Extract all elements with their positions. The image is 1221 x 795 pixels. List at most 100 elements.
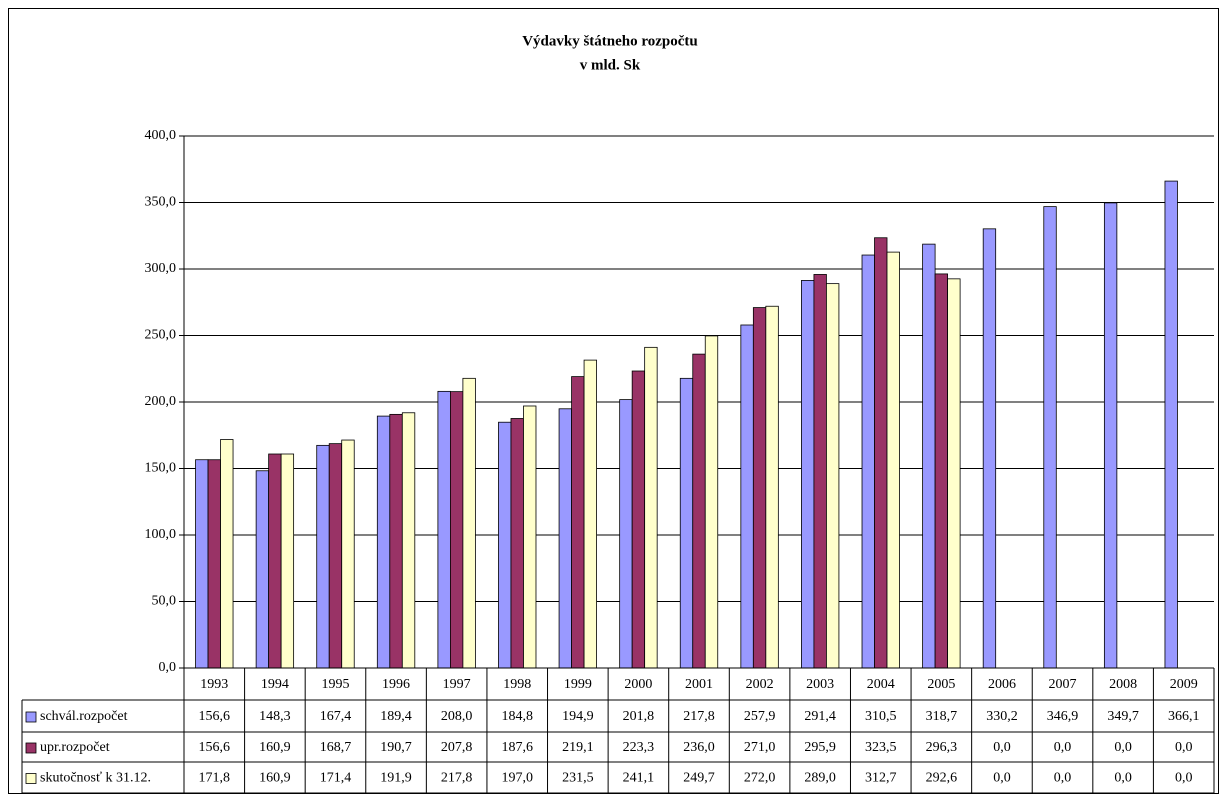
table-value: 0,0 (1054, 740, 1072, 755)
bar (280, 453, 295, 669)
table-value: 189,4 (380, 709, 412, 724)
bar (826, 283, 840, 669)
bar (255, 470, 270, 669)
legend-label: schvál.rozpočet (40, 709, 128, 724)
table-value: 187,6 (501, 740, 533, 755)
bar (220, 439, 234, 669)
table-value: 207,8 (441, 740, 473, 755)
x-tick-label: 2005 (927, 677, 955, 692)
x-tick-label: 2009 (1170, 677, 1198, 692)
table-value: 171,8 (199, 771, 231, 786)
table-value: 167,4 (320, 709, 352, 724)
table-value: 160,9 (259, 771, 291, 786)
table-value: 171,4 (320, 771, 352, 786)
bar (619, 399, 633, 669)
table-value: 272,0 (744, 771, 776, 786)
chart-subtitle: v mld. Sk (580, 57, 641, 73)
table-value: 156,6 (199, 740, 231, 755)
table-value: 291,4 (804, 709, 836, 724)
y-tick-label: 350,0 (145, 195, 177, 210)
bar (947, 278, 961, 669)
bar (1043, 206, 1057, 669)
x-tick-label: 2002 (746, 677, 774, 692)
table-value: 156,6 (199, 709, 231, 724)
bar (644, 346, 658, 669)
table-value: 190,7 (380, 740, 412, 755)
bar (401, 412, 416, 669)
bar (571, 376, 585, 669)
table-value: 295,9 (804, 740, 836, 755)
x-tick-label: 2000 (624, 677, 652, 692)
table-value: 0,0 (993, 740, 1011, 755)
bar (316, 444, 330, 669)
table-value: 217,8 (683, 709, 715, 724)
table-value: 323,5 (865, 740, 897, 755)
bar (328, 443, 343, 669)
table-value: 168,7 (320, 740, 352, 755)
table-value: 223,3 (623, 740, 655, 755)
bar (692, 353, 706, 669)
table-value: 219,1 (562, 740, 594, 755)
table-value: 201,8 (623, 709, 655, 724)
bar (813, 274, 827, 669)
table-value: 289,0 (804, 771, 836, 786)
x-tick-label: 1993 (200, 677, 228, 692)
table-value: 241,1 (623, 771, 655, 786)
table-value: 0,0 (1114, 771, 1132, 786)
legend-key (25, 742, 37, 754)
table-value: 296,3 (926, 740, 958, 755)
table-value: 0,0 (1175, 771, 1193, 786)
bar (341, 439, 355, 669)
table-value: 160,9 (259, 740, 291, 755)
bar (922, 243, 936, 669)
table-value: 0,0 (1175, 740, 1193, 755)
y-tick-label: 50,0 (152, 594, 177, 609)
legend-key (25, 773, 37, 784)
bar (934, 273, 949, 669)
table-value: 231,5 (562, 771, 594, 786)
y-tick-label: 400,0 (145, 128, 177, 143)
y-tick-label: 300,0 (145, 261, 177, 276)
y-tick-label: 100,0 (145, 527, 177, 542)
x-tick-label: 2004 (867, 677, 895, 692)
legend-label: upr.rozpočet (40, 740, 110, 755)
y-tick-label: 250,0 (145, 328, 177, 343)
bar (389, 413, 403, 669)
bar (583, 359, 597, 669)
x-tick-label: 1996 (382, 677, 410, 692)
bar (376, 415, 391, 669)
bar (510, 418, 524, 669)
table-value: 191,9 (380, 771, 412, 786)
table-value: 0,0 (993, 771, 1011, 786)
table-value: 271,0 (744, 740, 776, 755)
bar (740, 324, 754, 669)
x-tick-label: 1994 (261, 677, 289, 692)
bar (704, 335, 719, 669)
table-value: 366,1 (1168, 709, 1200, 724)
x-tick-label: 2001 (685, 677, 713, 692)
x-tick-label: 2007 (1049, 677, 1077, 692)
bar (558, 408, 572, 669)
y-tick-label: 0,0 (159, 660, 177, 675)
bar (886, 251, 900, 669)
chart-title: Výdavky štátneho rozpočtu (522, 33, 698, 49)
x-tick-label: 1995 (321, 677, 349, 692)
x-tick-label: 1997 (443, 677, 471, 692)
table-value: 184,8 (501, 709, 533, 724)
chart-frame (8, 8, 1219, 794)
table-value: 249,7 (683, 771, 715, 786)
table-value: 257,9 (744, 709, 776, 724)
bar (268, 453, 282, 669)
bar (462, 377, 476, 669)
y-tick-label: 150,0 (145, 461, 177, 476)
table-value: 0,0 (1054, 771, 1072, 786)
bar (449, 391, 464, 669)
bar (195, 459, 209, 669)
table-value: 194,9 (562, 709, 594, 724)
bar (207, 459, 221, 669)
table-value: 236,0 (683, 740, 715, 755)
legend-label: skutočnosť k 31.12. (40, 771, 151, 786)
bar (1103, 202, 1118, 669)
bar (523, 405, 537, 669)
